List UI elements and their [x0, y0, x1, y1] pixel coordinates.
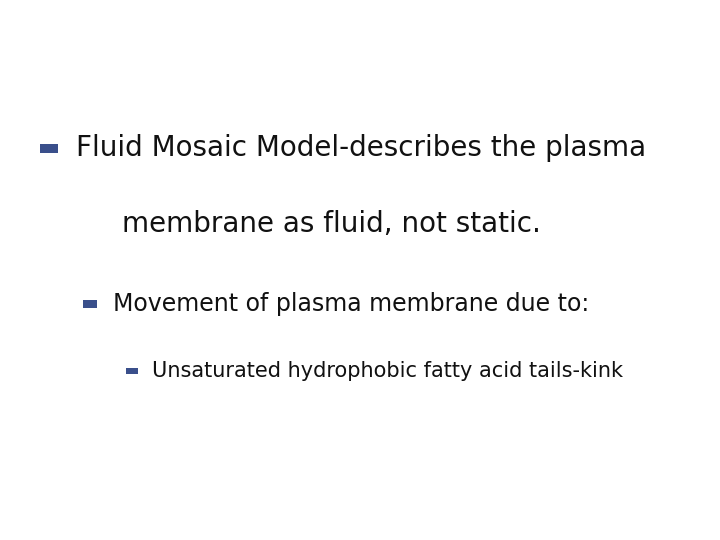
FancyBboxPatch shape [126, 368, 138, 374]
Text: membrane as fluid, not static.: membrane as fluid, not static. [122, 210, 541, 238]
Text: Plasma Membrane: Plasma Membrane [205, 31, 515, 64]
Text: Fluid Mosaic Model-describes the plasma: Fluid Mosaic Model-describes the plasma [76, 134, 646, 162]
FancyBboxPatch shape [40, 144, 58, 153]
Text: Unsaturated hydrophobic fatty acid tails-kink: Unsaturated hydrophobic fatty acid tails… [152, 361, 623, 381]
Text: Movement of plasma membrane due to:: Movement of plasma membrane due to: [113, 292, 589, 316]
FancyBboxPatch shape [83, 300, 97, 308]
